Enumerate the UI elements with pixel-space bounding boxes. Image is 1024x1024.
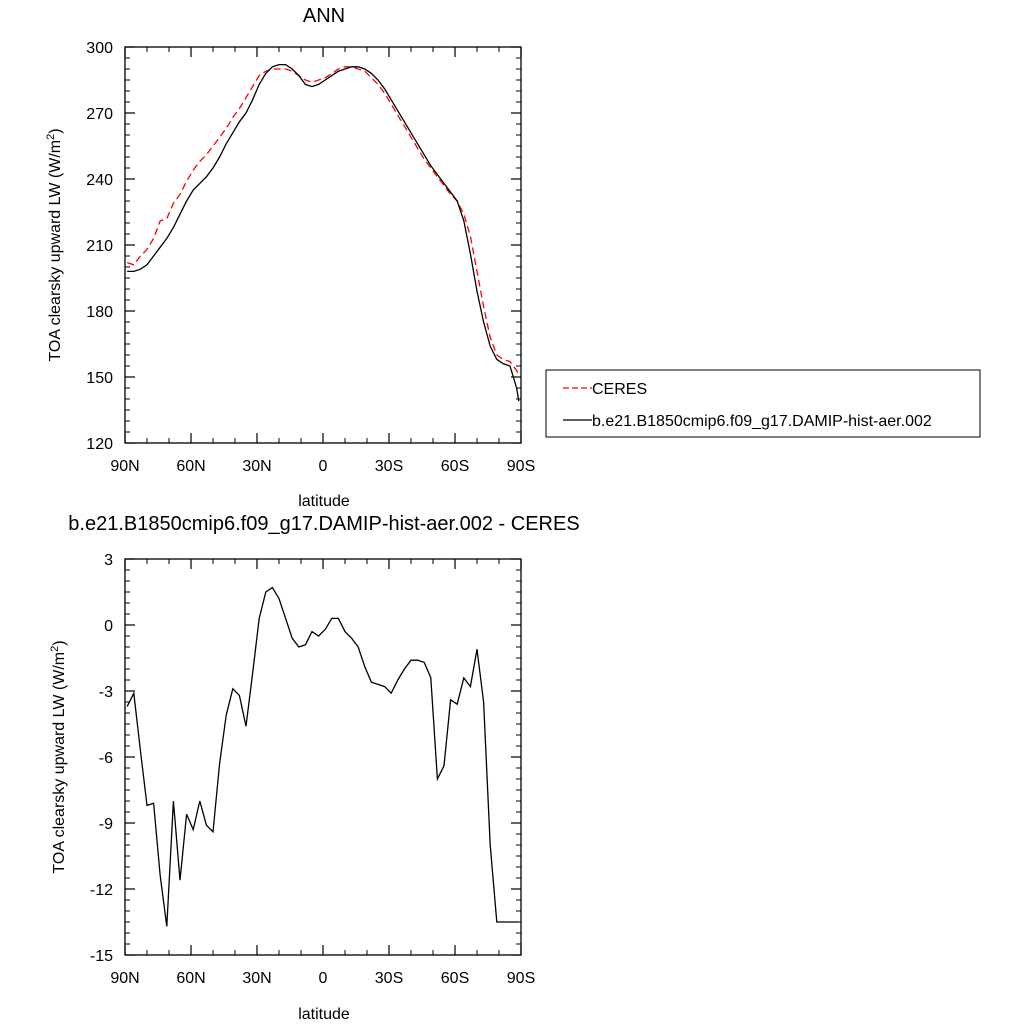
y-tick-label: -15	[90, 948, 113, 965]
y-tick-label: 210	[86, 238, 113, 255]
y-tick-label: -12	[90, 882, 113, 899]
legend-box	[545, 369, 981, 438]
y-tick-label: 0	[104, 618, 113, 635]
legend-label-ceres: CERES	[592, 381, 647, 398]
panel-top-xlabel: latitude	[298, 493, 350, 510]
x-tick-label: 90N	[110, 458, 139, 475]
series-line-0-0	[126, 66, 520, 376]
x-tick-label: 90S	[507, 970, 535, 987]
panel-top-legend: CERES b.e21.B1850cmip6.f09_g17.DAMIP-his…	[545, 369, 981, 438]
x-tick-label: 0	[319, 970, 328, 987]
x-tick-label: 0	[319, 458, 328, 475]
y-tick-label: 240	[86, 172, 113, 189]
series-line-1-0	[126, 586, 519, 927]
x-tick-label: 30S	[375, 970, 403, 987]
plot-frame-1	[124, 558, 522, 956]
x-tick-label: 30N	[242, 970, 271, 987]
x-tick-label: 90N	[110, 970, 139, 987]
panel-top: ANN latitude TOA clearsky upward LW (W/m…	[45, 5, 981, 510]
plot-frame-0	[124, 46, 522, 444]
x-tick-label: 30S	[375, 458, 403, 475]
y-tick-label: 300	[86, 40, 113, 57]
y-tick-label: -6	[99, 750, 113, 767]
y-tick-label: 270	[86, 106, 113, 123]
x-tick-label: 60N	[176, 970, 205, 987]
x-tick-label: 60S	[441, 458, 469, 475]
x-tick-label: 60S	[441, 970, 469, 987]
y-tick-label: 150	[86, 370, 113, 387]
y-tick-label: 180	[86, 304, 113, 321]
legend-label-model: b.e21.B1850cmip6.f09_g17.DAMIP-hist-aer.…	[592, 413, 932, 430]
x-tick-label: 60N	[176, 458, 205, 475]
x-tick-label: 90S	[507, 458, 535, 475]
series-line-0-1	[127, 63, 520, 402]
panel-top-title: ANN	[303, 5, 345, 27]
y-tick-label: -9	[99, 816, 113, 833]
panel-bottom-title: b.e21.B1850cmip6.f09_g17.DAMIP-hist-aer.…	[68, 513, 579, 535]
panel-bottom: b.e21.B1850cmip6.f09_g17.DAMIP-hist-aer.…	[49, 513, 580, 1023]
x-tick-label: 30N	[242, 458, 271, 475]
y-tick-label: 120	[86, 436, 113, 453]
y-tick-label: -3	[99, 684, 113, 701]
panel-top-ylabel: TOA clearsky upward LW (W/m2)	[45, 128, 64, 361]
panel-bottom-ylabel: TOA clearsky upward LW (W/m2)	[49, 640, 68, 873]
y-tick-label: 3	[104, 552, 113, 569]
panel-bottom-xlabel: latitude	[298, 1006, 350, 1023]
